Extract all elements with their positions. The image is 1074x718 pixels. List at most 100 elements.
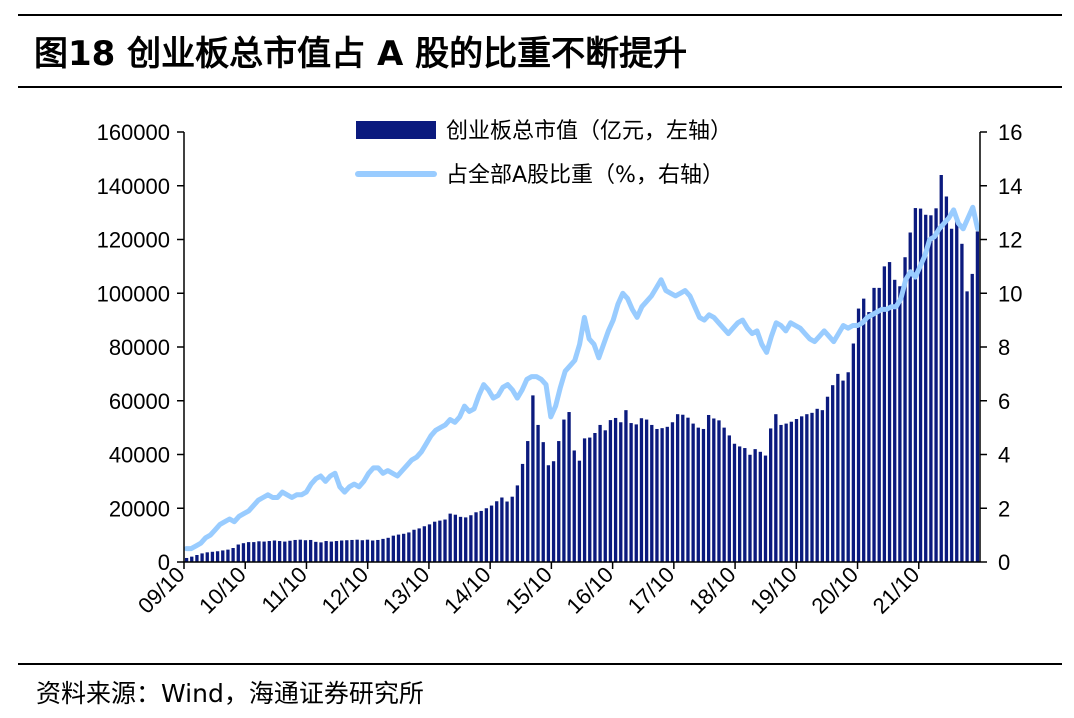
bar: [613, 417, 618, 562]
bar: [277, 541, 282, 562]
bar: [877, 287, 881, 563]
bar: [236, 544, 240, 562]
bar: [975, 231, 980, 562]
bar: [846, 372, 850, 562]
bar: [495, 501, 499, 562]
bar: [789, 421, 793, 562]
right-tick-label: 8: [998, 335, 1010, 360]
bar: [774, 414, 778, 562]
bar: [748, 454, 752, 562]
bar: [717, 420, 721, 562]
bar: [546, 465, 551, 562]
bar: [190, 556, 194, 563]
bar: [520, 463, 525, 562]
right-tick-label: 16: [998, 120, 1022, 145]
bar: [200, 553, 204, 562]
bar: [887, 262, 892, 562]
bar: [562, 419, 566, 562]
bar: [412, 529, 416, 562]
bar: [644, 419, 649, 562]
bar: [355, 539, 359, 562]
bar: [443, 519, 447, 562]
bar: [820, 410, 825, 562]
bar: [396, 534, 401, 562]
bar: [784, 423, 788, 562]
right-tick-label: 2: [998, 496, 1010, 521]
bar: [298, 539, 302, 562]
bar: [758, 451, 762, 562]
bar: [639, 418, 644, 562]
bar: [293, 539, 297, 562]
bar: [944, 196, 949, 562]
x-tick-label: 16/10: [562, 562, 619, 619]
bar: [743, 448, 747, 562]
bar-series: [184, 175, 980, 563]
bar: [913, 208, 918, 562]
bar: [815, 408, 819, 562]
bar: [438, 520, 442, 562]
bar: [872, 287, 876, 563]
bar: [965, 291, 969, 562]
legend-line-label: 占全部A股比重（%，右轴）: [446, 163, 724, 188]
bar: [345, 540, 349, 562]
bar: [557, 441, 561, 562]
bar: [324, 541, 328, 562]
bar: [489, 505, 494, 562]
bar: [303, 540, 308, 562]
line-series: [183, 204, 981, 552]
x-tick-label: 13/10: [378, 562, 435, 619]
bar: [526, 441, 530, 562]
bar: [862, 298, 866, 563]
bar: [422, 526, 427, 562]
bar: [882, 266, 887, 563]
bar: [634, 424, 638, 562]
bar: [567, 412, 571, 562]
bar: [340, 540, 344, 562]
x-tick-label: 21/10: [868, 562, 925, 619]
bar: [433, 521, 437, 562]
bar: [800, 416, 804, 562]
bar: [427, 524, 432, 563]
bar: [867, 312, 871, 562]
legend-bar-swatch: [356, 121, 436, 139]
bar: [381, 538, 385, 562]
bar: [510, 496, 514, 562]
x-tick-label: 11/10: [257, 562, 312, 617]
bar: [608, 420, 613, 562]
right-axis: 0 2 4 6 8 10 12 14 16: [979, 120, 1022, 575]
bar: [836, 373, 840, 563]
bar: [350, 539, 354, 562]
left-tick-label: 20000: [109, 496, 170, 521]
bar: [851, 343, 856, 562]
left-tick-label: 100000: [97, 281, 170, 306]
bar: [955, 220, 959, 562]
right-tick-label: 6: [998, 389, 1010, 414]
bar: [675, 414, 680, 562]
bar: [588, 437, 592, 562]
left-axis: 0 20000 40000 60000 80000 100000 120000 140000 1…: [97, 120, 185, 575]
bar: [267, 541, 271, 562]
bar: [712, 418, 716, 562]
bar: [469, 515, 473, 562]
bar: [650, 424, 654, 562]
bar: [541, 442, 545, 562]
source-note: 资料来源：Wind，海通证券研究所: [36, 679, 424, 708]
bar: [903, 257, 907, 562]
bar: [417, 528, 421, 562]
bar: [365, 539, 370, 562]
right-tick-label: 12: [998, 228, 1022, 253]
bar: [246, 542, 251, 562]
bar: [386, 537, 390, 562]
chart-area: 0 20000 40000 60000 80000 100000 120000 140000 1…: [97, 119, 1023, 619]
bar: [231, 548, 235, 562]
bar: [484, 508, 489, 562]
bar: [732, 443, 737, 562]
bar: [924, 214, 928, 562]
bar: [665, 426, 669, 562]
x-tick-label: 10/10: [194, 562, 251, 619]
bar: [453, 514, 458, 562]
bar: [474, 512, 478, 562]
x-tick-label: 18/10: [684, 562, 741, 619]
legend-bar-label: 创业板总市值（亿元，左轴）: [446, 119, 732, 144]
bar: [939, 175, 943, 562]
